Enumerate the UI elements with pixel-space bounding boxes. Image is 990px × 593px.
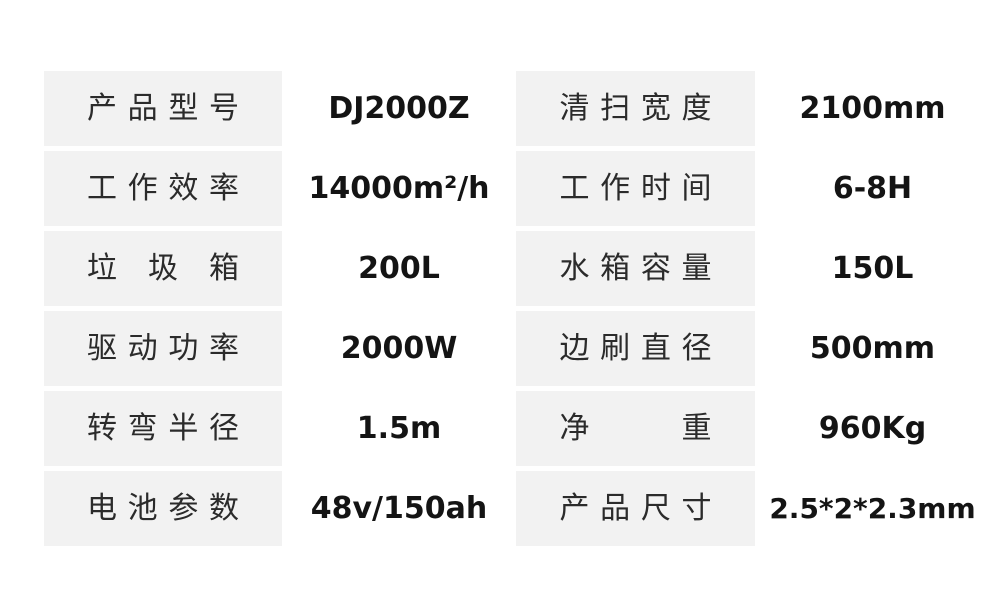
- spec-label-net-weight: 净 重: [516, 391, 755, 466]
- spec-label-product-model: 产品型号: [44, 71, 282, 146]
- spec-value-product-dimensions: 2.5*2*2.3mm: [755, 471, 990, 546]
- spec-label-work-efficiency: 工作效率: [44, 151, 282, 226]
- spec-value-drive-power: 2000W: [282, 311, 516, 386]
- spec-label-drive-power: 驱动功率: [44, 311, 282, 386]
- spec-label-water-tank: 水箱容量: [516, 231, 755, 306]
- spec-value-trash-bin: 200L: [282, 231, 516, 306]
- spec-value-text: 2.5*2*2.3mm: [769, 491, 976, 525]
- spec-label-battery-params: 电池参数: [44, 471, 282, 546]
- spec-label-text: 清扫宽度: [559, 90, 712, 126]
- spec-value-side-brush-diameter: 500mm: [755, 311, 990, 386]
- spec-label-work-time: 工作时间: [516, 151, 755, 226]
- spec-label-side-brush-diameter: 边刷直径: [516, 311, 755, 386]
- spec-value-net-weight: 960Kg: [755, 391, 990, 466]
- spec-value-work-efficiency: 14000m²/h: [282, 151, 516, 226]
- spec-row-4: 驱动功率 2000W 边刷直径 500mm: [44, 311, 990, 386]
- spec-row-5: 转弯半径 1.5m 净 重 960Kg: [44, 391, 990, 466]
- spec-label-text: 产品尺寸: [559, 490, 712, 526]
- spec-value-text: 2100mm: [799, 90, 946, 126]
- spec-value-text: 14000m²/h: [308, 170, 490, 206]
- spec-value-turning-radius: 1.5m: [282, 391, 516, 466]
- spec-label-text: 工作效率: [87, 170, 239, 206]
- spec-label-text: 电池参数: [87, 490, 239, 526]
- spec-value-text: 500mm: [809, 330, 936, 366]
- spec-value-text: DJ2000Z: [328, 90, 470, 126]
- spec-value-battery-params: 48v/150ah: [282, 471, 516, 546]
- spec-label-text: 垃 圾 箱: [87, 250, 239, 286]
- spec-label-sweep-width: 清扫宽度: [516, 71, 755, 146]
- product-spec-table: 产品型号 DJ2000Z 清扫宽度 2100mm 工作效率 14000m²/h …: [44, 71, 990, 551]
- spec-row-3: 垃 圾 箱 200L 水箱容量 150L: [44, 231, 990, 306]
- spec-label-trash-bin: 垃 圾 箱: [44, 231, 282, 306]
- spec-value-text: 1.5m: [356, 410, 442, 446]
- spec-label-text: 边刷直径: [559, 330, 712, 366]
- spec-label-product-dimensions: 产品尺寸: [516, 471, 755, 546]
- spec-label-text: 水箱容量: [559, 250, 712, 286]
- spec-value-sweep-width: 2100mm: [755, 71, 990, 146]
- spec-value-text: 2000W: [340, 330, 458, 366]
- spec-label-text: 净 重: [559, 410, 712, 446]
- spec-value-text: 200L: [358, 250, 440, 286]
- spec-label-text: 工作时间: [559, 170, 712, 206]
- spec-label-text: 转弯半径: [87, 410, 239, 446]
- spec-value-text: 960Kg: [818, 410, 927, 446]
- spec-row-1: 产品型号 DJ2000Z 清扫宽度 2100mm: [44, 71, 990, 146]
- spec-label-text: 产品型号: [87, 90, 239, 126]
- spec-label-text: 驱动功率: [87, 330, 239, 366]
- spec-value-work-time: 6-8H: [755, 151, 990, 226]
- spec-row-2: 工作效率 14000m²/h 工作时间 6-8H: [44, 151, 990, 226]
- spec-value-water-tank: 150L: [755, 231, 990, 306]
- spec-value-text: 48v/150ah: [310, 490, 488, 526]
- spec-value-text: 6-8H: [832, 170, 913, 206]
- spec-row-6: 电池参数 48v/150ah 产品尺寸 2.5*2*2.3mm: [44, 471, 990, 546]
- spec-label-turning-radius: 转弯半径: [44, 391, 282, 466]
- spec-value-text: 150L: [831, 250, 914, 286]
- spec-value-product-model: DJ2000Z: [282, 71, 516, 146]
